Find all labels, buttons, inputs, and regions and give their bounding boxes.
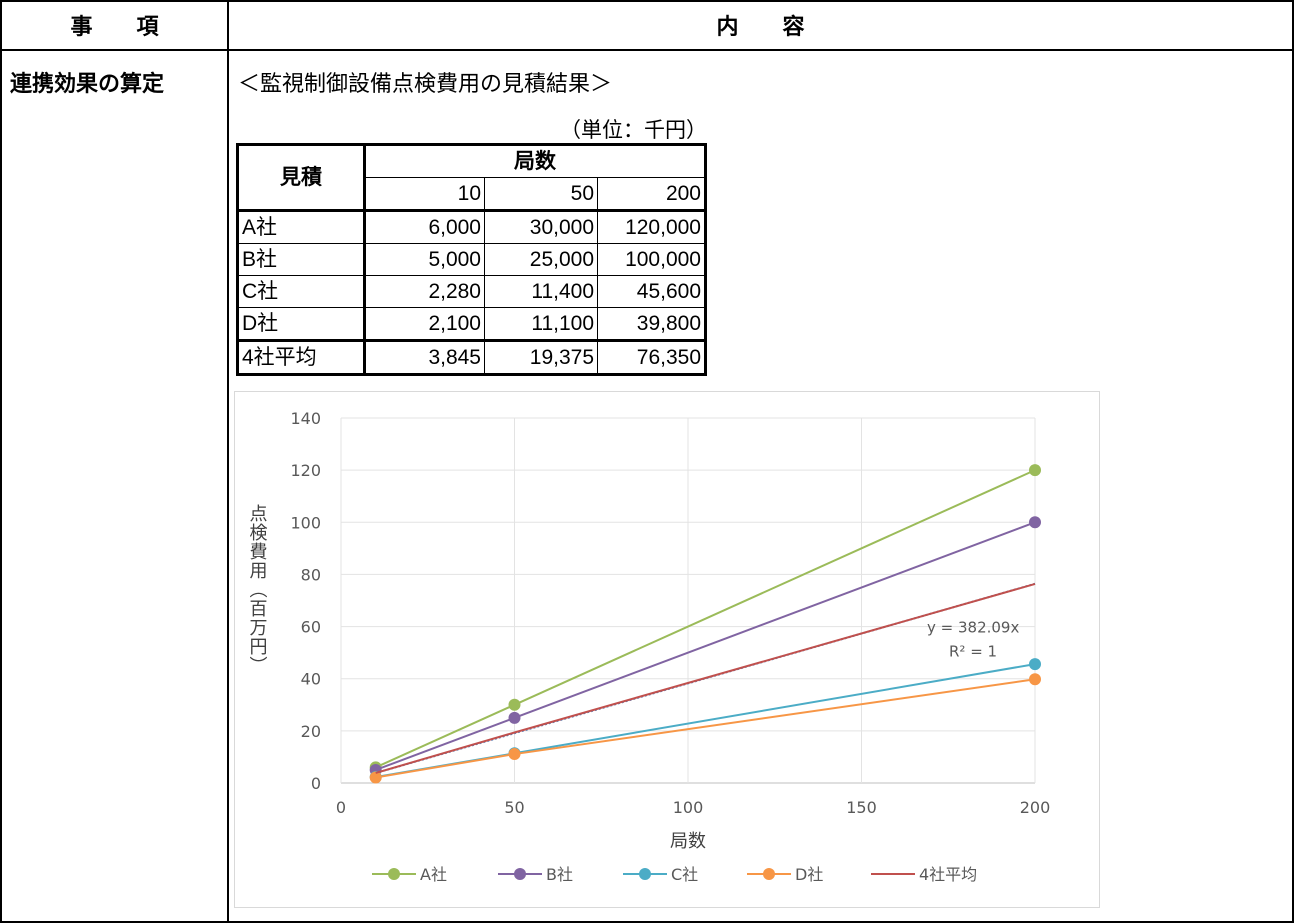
value-cell: 25,000 (484, 243, 598, 276)
table-column-header: 50 (484, 177, 598, 212)
row-label: 連携効果の算定 (10, 72, 165, 97)
legend-marker (639, 868, 651, 880)
trendline-equation: y = 382.09x (927, 619, 1019, 637)
legend-label: D社 (795, 865, 823, 884)
data-point (1029, 658, 1041, 671)
header-content-label: 内 容 (716, 15, 805, 40)
section-subtitle: ＜監視制御設備点検費用の見積結果＞ (238, 72, 613, 97)
frame-top-border (0, 0, 1294, 2)
frame-right-border (1292, 0, 1294, 923)
table-column-header: 200 (597, 177, 707, 212)
trendline-r2: R² = 1 (949, 643, 997, 661)
value-cell: 3,845 (364, 339, 485, 376)
data-point (508, 748, 521, 761)
y-tick-label: 60 (301, 618, 321, 637)
y-tick-label: 80 (301, 565, 321, 584)
table-row: D社 2,100 11,100 39,800 (236, 307, 707, 341)
data-point (508, 711, 521, 724)
value-cell: 2,100 (364, 307, 485, 341)
table-column-header: 10 (364, 177, 485, 212)
table-row: A社 6,000 30,000 120,000 (236, 210, 707, 244)
cost-chart: 0 20 40 60 80 100 120 140 0 50 100 150 200 局数 点検費用（百万円… (247, 409, 1051, 884)
x-tick-label: 100 (673, 798, 704, 817)
legend-label: A社 (420, 865, 447, 884)
x-axis-title: 局数 (670, 831, 706, 852)
column-divider (227, 0, 229, 923)
x-tick-label: 0 (336, 798, 346, 817)
frame-left-border (0, 0, 2, 923)
value-cell: 11,100 (484, 307, 598, 341)
table-group-header: 局数 (364, 143, 707, 178)
value-cell: 5,000 (364, 243, 485, 276)
table-row: C社 2,280 11,400 45,600 (236, 275, 707, 308)
row-name-cell: 4社平均 (236, 339, 366, 376)
value-cell: 100,000 (597, 243, 707, 276)
y-axis-title: 点検費用（百万円） (247, 504, 268, 675)
header-item: 事 項 (2, 0, 227, 50)
row-name-cell: A社 (236, 210, 366, 244)
x-tick-label: 50 (504, 798, 524, 817)
data-point (508, 698, 521, 711)
value-cell: 19,375 (484, 339, 598, 376)
legend-label: B社 (546, 865, 573, 884)
legend-marker (763, 868, 775, 880)
value-cell: 76,350 (597, 339, 707, 376)
row-name-cell: D社 (236, 307, 366, 341)
unit-label: （単位：千円） (560, 118, 707, 142)
value-cell: 45,600 (597, 275, 707, 308)
data-point (1029, 516, 1041, 529)
chart-container: 0 20 40 60 80 100 120 140 0 50 100 150 200 局数 点検費用（百万円… (234, 391, 1100, 908)
table-header-row: 見積 局数 (236, 143, 707, 212)
value-cell: 39,800 (597, 307, 707, 341)
series-line (375, 678, 1036, 779)
legend-label: C社 (671, 865, 698, 884)
value-cell: 30,000 (484, 210, 598, 244)
y-tick-label: 120 (290, 461, 321, 480)
table-row: 4社平均 3,845 19,375 76,350 (236, 339, 707, 376)
y-tick-label: 140 (290, 409, 321, 428)
value-cell: 11,400 (484, 275, 598, 308)
header-content: 内 容 (229, 0, 1292, 50)
header-item-label: 事 項 (70, 15, 159, 40)
table-row: B社 5,000 25,000 100,000 (236, 243, 707, 276)
y-tick-label: 40 (301, 670, 321, 689)
data-point (1029, 464, 1041, 477)
value-cell: 2,280 (364, 275, 485, 308)
series-line (375, 582, 1036, 774)
row-name-cell: B社 (236, 243, 366, 276)
y-tick-label: 0 (311, 774, 321, 793)
legend-marker (388, 868, 400, 880)
legend-label: 4社平均 (919, 865, 977, 884)
y-tick-label: 100 (290, 513, 321, 532)
row-name-cell: C社 (236, 275, 366, 308)
value-cell: 120,000 (597, 210, 707, 244)
data-point (369, 771, 382, 784)
header-bottom-border (0, 49, 1294, 51)
table-column-row: 10 50 200 (238, 177, 707, 212)
x-tick-label: 200 (1020, 798, 1051, 817)
estimate-table: 見積 局数 10 50 200 A社 6,000 30,000 120,000 … (236, 143, 707, 376)
y-tick-label: 20 (301, 722, 321, 741)
frame-bottom-border (0, 921, 1294, 923)
data-point (1029, 673, 1041, 686)
x-tick-label: 150 (846, 798, 877, 817)
series-line (375, 521, 1036, 771)
legend-marker (514, 868, 526, 880)
table-corner-cell: 見積 (236, 143, 366, 212)
value-cell: 6,000 (364, 210, 485, 244)
